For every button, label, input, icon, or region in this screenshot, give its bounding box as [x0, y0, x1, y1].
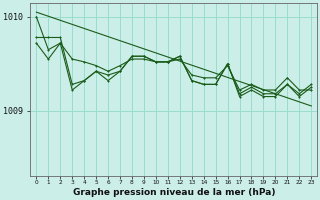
- X-axis label: Graphe pression niveau de la mer (hPa): Graphe pression niveau de la mer (hPa): [73, 188, 275, 197]
